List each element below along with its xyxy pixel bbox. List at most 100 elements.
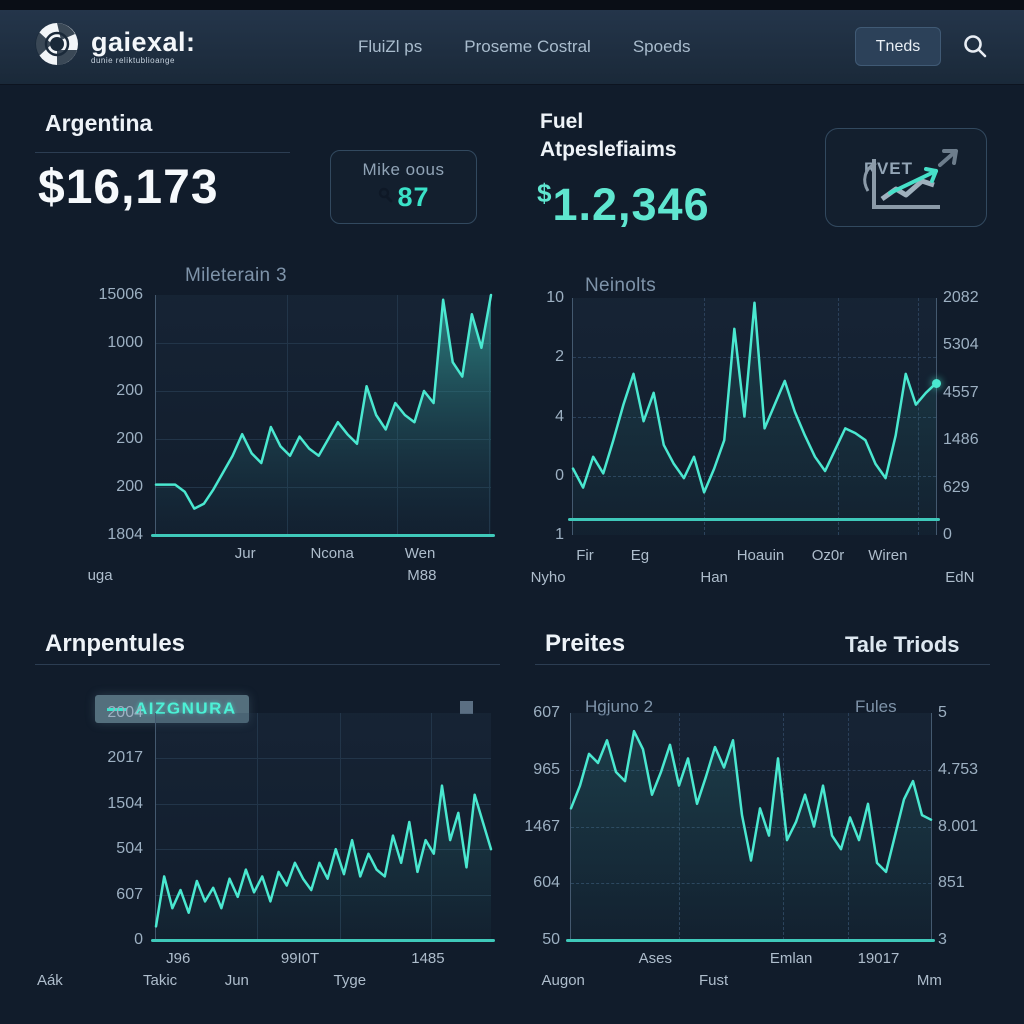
gridline-h bbox=[156, 391, 491, 392]
gridline-v bbox=[837, 298, 839, 535]
x-tick-label: EdN bbox=[945, 569, 975, 586]
gridline-h bbox=[156, 849, 491, 851]
y-axis-left: 607 965 1467 604 50 bbox=[505, 704, 560, 949]
y-tick-label: 0 bbox=[943, 525, 952, 543]
stat-right-title-line2: Atpeslefiaims bbox=[540, 138, 677, 161]
legend-label: AIZGNURA bbox=[135, 699, 237, 718]
nav-item-1[interactable]: FluiZl ps bbox=[358, 37, 423, 56]
tale-triods-link[interactable]: Tale Triods bbox=[845, 632, 960, 657]
plot-area[interactable] bbox=[151, 713, 491, 942]
badge-left-value: 87 bbox=[397, 182, 430, 212]
y-axis-left: 2004 2017 1504 504 607 0 bbox=[35, 704, 143, 949]
y-tick-label: 4557 bbox=[943, 383, 979, 401]
x-tick-label: Nyho bbox=[530, 569, 566, 586]
y-axis-right: 5 4.753 8.001 851 3 bbox=[938, 704, 988, 949]
top-navbar: gaiexal: dunie reliktublioange FluiZl ps… bbox=[0, 10, 1024, 85]
search-icon bbox=[962, 33, 988, 64]
series-area bbox=[156, 295, 491, 535]
x-tick-label: Wen bbox=[404, 545, 436, 562]
y-tick-label: 0 bbox=[555, 466, 564, 484]
x-axis-row2: uga M88 bbox=[35, 567, 500, 587]
x-tick-label: Mm bbox=[916, 972, 942, 989]
y-tick-label: 15006 bbox=[98, 286, 144, 303]
y-axis-right: 2082 5304 4557 1486 629 0 bbox=[943, 289, 990, 544]
nav-item-2[interactable]: Proseme Costral bbox=[464, 37, 591, 56]
y-tick-label: 1467 bbox=[524, 817, 560, 835]
x-tick-label: Aák bbox=[36, 972, 63, 989]
gridline-h bbox=[156, 758, 491, 760]
y-tick-label: 4 bbox=[555, 407, 564, 425]
x-tick-label: J96 bbox=[166, 950, 191, 967]
top-strip bbox=[0, 0, 1024, 10]
y-tick-label: 851 bbox=[938, 874, 965, 892]
x-tick-label: 19017 bbox=[857, 950, 900, 967]
x-axis-row1: J96 99I0T 1485 bbox=[35, 950, 500, 970]
y-tick-label: 3 bbox=[938, 931, 947, 948]
x-tick-label: M88 bbox=[407, 567, 437, 584]
plot-area[interactable] bbox=[566, 713, 932, 942]
y-tick-label: 2017 bbox=[107, 749, 143, 767]
legend-marker-square[interactable] bbox=[460, 701, 473, 714]
gridline-v bbox=[256, 713, 258, 940]
series-line bbox=[573, 303, 936, 493]
y-tick-label: 2082 bbox=[943, 289, 979, 306]
chart-right-sublabel: Fules bbox=[855, 697, 897, 716]
main-nav: FluiZl ps Proseme Costral Spoeds bbox=[358, 10, 691, 84]
gridline-v bbox=[703, 298, 705, 535]
y-tick-label: 200 bbox=[116, 430, 143, 447]
chart-neinolts: Neinolts 10 2 4 0 1 2082 5304 4557 1486 629 0 Fir… bbox=[531, 262, 990, 592]
section-right-divider bbox=[535, 664, 990, 665]
chart-title: Neinolts bbox=[585, 275, 657, 296]
y-tick-label: 5 bbox=[938, 704, 947, 721]
gridline-h bbox=[156, 343, 491, 344]
section-left-title: Arnpentules bbox=[45, 630, 186, 657]
y-tick-label: 1504 bbox=[107, 794, 143, 812]
x-tick-label: Augon bbox=[541, 972, 585, 989]
trend-chart-icon bbox=[844, 141, 966, 222]
mike-oous-badge[interactable]: Mike oous 87 bbox=[330, 150, 477, 224]
x-axis-row1: Fir Eg Hoauin Oz0r Wiren bbox=[540, 547, 990, 567]
y-tick-label: 965 bbox=[533, 760, 560, 778]
x-tick-label: 1485 bbox=[411, 950, 445, 967]
axis-baseline bbox=[151, 938, 495, 942]
y-tick-label: 607 bbox=[533, 704, 560, 721]
legend-aizgnura[interactable]: AIZGNURA bbox=[95, 695, 249, 723]
x-tick-label: Jun bbox=[224, 972, 249, 989]
y-tick-label: 200 bbox=[116, 382, 143, 399]
magnifier-glyph-icon bbox=[377, 187, 393, 208]
x-tick-label: Han bbox=[700, 569, 728, 586]
y-tick-label: 1486 bbox=[943, 431, 979, 449]
y-tick-label: 1000 bbox=[107, 334, 143, 351]
trades-button[interactable]: Tneds bbox=[855, 27, 941, 66]
x-tick-label: Ncona bbox=[310, 545, 354, 562]
x-tick-label: Hoauin bbox=[736, 547, 785, 564]
stat-left-value: $16,173 bbox=[38, 161, 219, 214]
search-button[interactable] bbox=[958, 31, 992, 65]
gridline-h bbox=[156, 803, 491, 805]
gridline-v bbox=[430, 713, 432, 940]
y-tick-label: 1804 bbox=[107, 526, 143, 543]
x-tick-label: Wiren bbox=[868, 547, 908, 564]
rvet-badge[interactable]: RVET bbox=[825, 128, 987, 227]
series-line bbox=[156, 786, 491, 927]
series-area bbox=[156, 785, 491, 940]
stat-left-divider bbox=[35, 152, 290, 153]
badge-left-title: Mike oous bbox=[362, 160, 445, 179]
gridline-h bbox=[571, 769, 931, 771]
x-tick-label: uga bbox=[87, 567, 113, 584]
section-right-title: Preites bbox=[545, 630, 626, 657]
x-tick-label: Jur bbox=[234, 545, 256, 562]
nav-item-3[interactable]: Spoeds bbox=[632, 37, 691, 56]
chart-title: Mileterain 3 bbox=[185, 265, 287, 286]
plot-area[interactable] bbox=[151, 295, 491, 537]
gridline-v bbox=[286, 295, 288, 535]
x-tick-label: Tyge bbox=[333, 972, 367, 989]
x-tick-label: Oz0r bbox=[811, 547, 845, 564]
axis-baseline bbox=[566, 938, 935, 942]
chart-arnpentules: AIZGNURA 2004 2017 1504 504 607 0 J96 99I0T 148… bbox=[35, 695, 500, 1000]
logo-subtitle: dunie reliktublioange bbox=[91, 56, 175, 65]
axis-baseline bbox=[568, 518, 940, 522]
plot-area[interactable] bbox=[568, 298, 941, 535]
logo[interactable]: gaiexal: dunie reliktublioange bbox=[33, 20, 196, 73]
